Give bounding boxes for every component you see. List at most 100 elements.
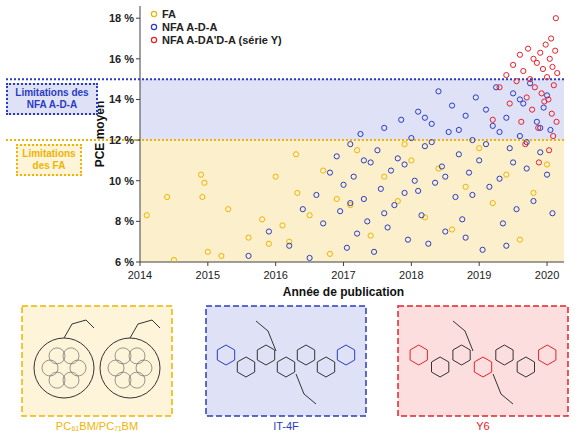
y-tick bbox=[136, 221, 140, 222]
point bbox=[517, 52, 522, 57]
point bbox=[463, 113, 468, 118]
point bbox=[460, 217, 465, 222]
x-tick-label: 2015 bbox=[196, 269, 220, 281]
point bbox=[198, 172, 203, 177]
point bbox=[422, 144, 427, 149]
point bbox=[456, 127, 461, 132]
point bbox=[539, 91, 544, 96]
point bbox=[429, 121, 434, 126]
structure-box bbox=[206, 306, 366, 416]
point bbox=[523, 142, 528, 147]
point bbox=[171, 257, 176, 262]
point bbox=[538, 150, 543, 155]
point bbox=[382, 211, 387, 216]
point bbox=[540, 66, 545, 71]
point bbox=[348, 200, 353, 205]
point bbox=[334, 196, 339, 201]
point bbox=[504, 115, 509, 120]
point bbox=[480, 247, 485, 252]
point bbox=[536, 160, 541, 165]
point bbox=[446, 129, 451, 134]
point bbox=[226, 207, 231, 212]
point bbox=[517, 133, 522, 138]
x-tick-label: 2017 bbox=[331, 269, 355, 281]
chart: 6 %8 %10 %12 %14 %16 %18 %20142015201620… bbox=[0, 0, 587, 438]
x-axis bbox=[140, 262, 564, 263]
point bbox=[554, 119, 559, 124]
point bbox=[527, 77, 532, 82]
point bbox=[517, 237, 522, 242]
structure-label: PC₆₁BM/PC₇₁BM bbox=[56, 420, 138, 432]
point bbox=[531, 198, 536, 203]
point bbox=[490, 117, 495, 122]
point bbox=[321, 168, 326, 173]
point bbox=[544, 172, 549, 177]
bands bbox=[140, 79, 564, 262]
point bbox=[553, 16, 558, 21]
point bbox=[354, 148, 359, 153]
point bbox=[260, 217, 265, 222]
point bbox=[531, 190, 536, 195]
point bbox=[416, 109, 421, 114]
point bbox=[466, 170, 471, 175]
legend-marker bbox=[151, 11, 156, 16]
y-tick bbox=[136, 58, 140, 59]
point bbox=[361, 196, 366, 201]
point bbox=[202, 180, 207, 185]
point bbox=[405, 237, 410, 242]
point bbox=[483, 142, 488, 147]
point bbox=[419, 213, 424, 218]
point bbox=[549, 36, 554, 41]
point bbox=[327, 170, 332, 175]
point bbox=[219, 253, 224, 258]
point bbox=[439, 164, 444, 169]
point bbox=[429, 140, 434, 145]
point bbox=[412, 178, 417, 183]
point bbox=[338, 209, 343, 214]
point bbox=[500, 221, 505, 226]
point bbox=[205, 249, 210, 254]
point bbox=[388, 168, 393, 173]
x-tick-label: 2020 bbox=[535, 269, 559, 281]
y-tick bbox=[136, 262, 140, 263]
point bbox=[463, 235, 468, 240]
point bbox=[514, 207, 519, 212]
point bbox=[470, 192, 475, 197]
point bbox=[477, 146, 482, 151]
point bbox=[483, 107, 488, 112]
point bbox=[443, 174, 448, 179]
point bbox=[443, 229, 448, 234]
point bbox=[521, 68, 526, 73]
x-tick-label: 2019 bbox=[467, 269, 491, 281]
point bbox=[375, 148, 380, 153]
point bbox=[295, 190, 300, 195]
point bbox=[541, 105, 546, 110]
point bbox=[511, 62, 516, 67]
point bbox=[524, 166, 529, 171]
point bbox=[246, 235, 251, 240]
point bbox=[553, 48, 558, 53]
x-axis-label: Année de publication bbox=[283, 285, 404, 299]
point bbox=[409, 158, 414, 163]
point bbox=[551, 133, 556, 138]
point bbox=[548, 127, 553, 132]
point bbox=[463, 184, 468, 189]
point bbox=[361, 158, 366, 163]
point bbox=[433, 180, 438, 185]
y-axis bbox=[140, 6, 141, 262]
y-tick-label: 14 % bbox=[109, 93, 134, 105]
point bbox=[497, 85, 502, 90]
point bbox=[519, 119, 524, 124]
y-tick-label: 12 % bbox=[109, 134, 134, 146]
point bbox=[538, 50, 543, 55]
x-tick-label: 2016 bbox=[263, 269, 287, 281]
limit-label: Limitations des NFA A-D-A bbox=[6, 83, 98, 115]
point bbox=[351, 174, 356, 179]
point bbox=[200, 194, 205, 199]
legend-label: NFA A-DA'D-A (série Y) bbox=[162, 34, 282, 46]
point bbox=[497, 176, 502, 181]
point bbox=[473, 95, 478, 100]
point bbox=[280, 223, 285, 228]
x-tick bbox=[140, 262, 141, 266]
point bbox=[511, 91, 516, 96]
